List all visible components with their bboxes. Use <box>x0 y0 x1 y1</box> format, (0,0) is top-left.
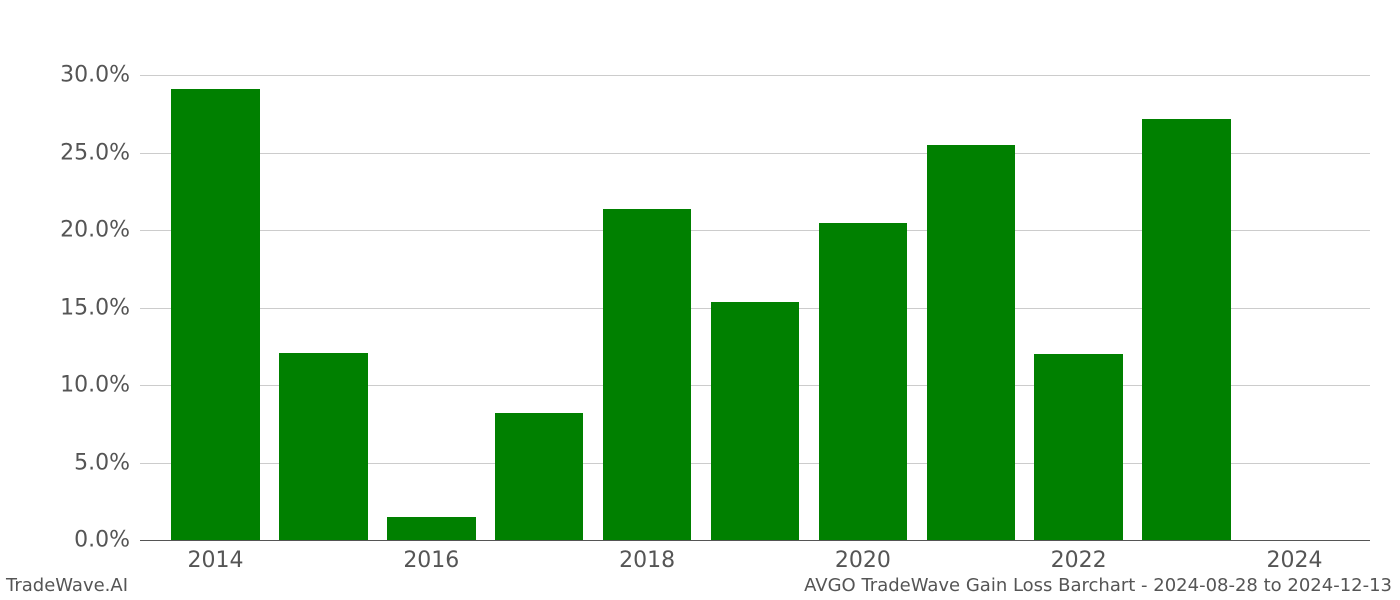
bar <box>387 517 475 540</box>
y-tick-label: 5.0% <box>74 450 130 475</box>
bar <box>603 209 691 540</box>
bar <box>1142 119 1230 540</box>
bar <box>495 413 583 540</box>
y-tick-label: 25.0% <box>60 140 130 165</box>
footer-caption: AVGO TradeWave Gain Loss Barchart - 2024… <box>804 575 1392 596</box>
x-tick-label: 2024 <box>1266 548 1322 573</box>
x-tick-label: 2018 <box>619 548 675 573</box>
y-tick-label: 20.0% <box>60 218 130 243</box>
x-tick-label: 2020 <box>835 548 891 573</box>
plot-area <box>140 60 1370 540</box>
grid-line <box>140 75 1370 76</box>
footer-watermark: TradeWave.AI <box>6 575 128 596</box>
baseline <box>140 540 1370 541</box>
bar <box>819 223 907 540</box>
chart-container: 0.0% 5.0% 10.0% 15.0% 20.0% 25.0% 30.0% 2014 20… <box>0 0 1400 600</box>
bar <box>171 89 259 540</box>
y-tick-label: 15.0% <box>60 295 130 320</box>
bar <box>1034 354 1122 540</box>
bar <box>711 302 799 540</box>
y-tick-label: 0.0% <box>74 528 130 553</box>
x-tick-label: 2016 <box>403 548 459 573</box>
bar <box>927 145 1015 540</box>
y-tick-label: 10.0% <box>60 373 130 398</box>
x-tick-label: 2014 <box>188 548 244 573</box>
x-tick-label: 2022 <box>1051 548 1107 573</box>
bar <box>279 353 367 540</box>
y-tick-label: 30.0% <box>60 63 130 88</box>
